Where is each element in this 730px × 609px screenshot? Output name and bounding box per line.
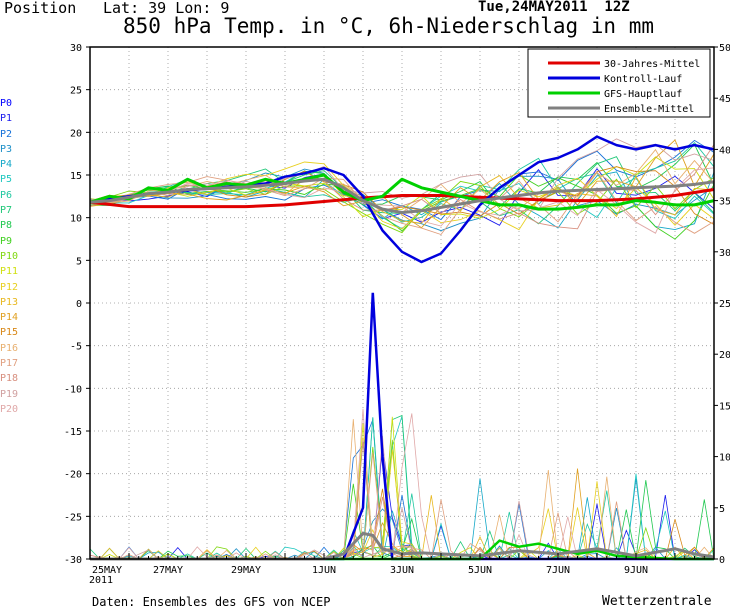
y-right-tick-label: 20 [719, 350, 730, 361]
member-label: P12 [0, 281, 19, 293]
y-axis-left: 30 25 20 15 10 5 0 -5 -10 -15 -20 -25 -30 [64, 43, 90, 566]
y-left-tick-label: 5 [76, 256, 82, 267]
y-left-tick-label: 20 [70, 128, 82, 139]
main-series [89, 135, 715, 561]
y-left-tick-label: 30 [70, 43, 82, 54]
x-tick-label: 25MAY [92, 565, 122, 576]
y-right-tick-label: 10 [719, 453, 730, 464]
y-left-tick-label: 0 [76, 299, 82, 310]
y-right-tick-label: 30 [719, 248, 730, 259]
member-label: P3 [0, 143, 13, 155]
legend: 30-Jahres-Mittel Kontroll-Lauf GFS-Hauptla… [527, 48, 711, 118]
legend-label: 30-Jahres-Mittel [604, 59, 700, 70]
member-label: P11 [0, 266, 19, 278]
y-left-tick-label: -5 [70, 342, 82, 353]
y-left-tick-label: -15 [64, 427, 82, 438]
ensemble-members [89, 138, 715, 560]
brand-label: Wetterzentrale [602, 594, 712, 609]
y-left-tick-label: 10 [70, 214, 82, 225]
y-right-tick-label: 45 [719, 94, 730, 105]
y-right-tick-label: 5 [719, 504, 725, 515]
y-right-tick-label: 50 [719, 43, 730, 54]
member-label: P16 [0, 342, 19, 354]
member-label: P18 [0, 373, 19, 385]
x-axis: 25MAY 27MAY 29MAY 1JUN 3JUN 5JUN 7JUN 9JUN 2011 [89, 553, 715, 586]
y-left-tick-label: -10 [64, 384, 82, 395]
member-label: P8 [0, 220, 13, 232]
y-left-tick-label: -20 [64, 470, 82, 481]
x-tick-label: 5JUN [468, 565, 492, 576]
member-label: P15 [0, 327, 19, 339]
member-label: P6 [0, 189, 13, 201]
member-label: P5 [0, 174, 13, 186]
y-right-tick-label: 0 [719, 555, 725, 566]
member-label: P13 [0, 296, 19, 308]
legend-label: GFS-Hauptlauf [604, 89, 682, 100]
y-left-tick-label: 15 [70, 171, 82, 182]
temp-line-ensemble-mittel [89, 177, 715, 214]
x-tick-label: 3JUN [390, 565, 414, 576]
member-label: P4 [0, 159, 13, 171]
x-tick-label: 29MAY [231, 565, 261, 576]
x-tick-label: 9JUN [624, 565, 648, 576]
legend-label: Kontroll-Lauf [604, 74, 682, 85]
ensemble-member-line [89, 174, 715, 240]
member-label: P2 [0, 128, 13, 140]
chart-title: 850 hPa Temp. in °C, 6h-Niederschlag in … [123, 14, 655, 38]
grid-lines [90, 47, 714, 559]
x-tick-label: 1JUN [312, 565, 336, 576]
y-left-tick-label: -30 [64, 555, 82, 566]
run-timestamp: Tue,24MAY2011 12Z [478, 0, 630, 15]
member-label: P1 [0, 113, 13, 125]
x-tick-label: 27MAY [153, 565, 183, 576]
member-label: P7 [0, 205, 13, 217]
y-right-tick-label: 15 [719, 401, 730, 412]
legend-box [527, 48, 711, 118]
member-label: P0 [0, 98, 13, 109]
ensemble-member-line [89, 174, 715, 224]
position-label: Position [4, 0, 77, 17]
temp-line-30-jahres-mittel [89, 188, 715, 209]
x-tick-label: 7JUN [546, 565, 570, 576]
member-label: P9 [0, 235, 13, 247]
member-label: P20 [0, 403, 19, 415]
data-source: Daten: Ensembles des GFS von NCEP [92, 595, 331, 609]
ensemble-member-line [89, 171, 715, 231]
member-label: P14 [0, 312, 19, 324]
member-legend: P0 P1 P2 P3 P4 P5 P6 P7 P8 P9 P10 P11 P12 P13 P14 P15 P1… [0, 96, 18, 417]
legend-label: Ensemble-Mittel [604, 104, 694, 115]
x-year-label: 2011 [89, 575, 113, 586]
y-left-tick-label: -25 [64, 512, 82, 523]
lat-lon: Lat: 39 Lon: 9 [103, 0, 230, 17]
y-left-tick-label: 25 [70, 86, 82, 97]
y-right-tick-label: 35 [719, 197, 730, 208]
y-right-tick-label: 40 [719, 145, 730, 156]
member-label: P19 [0, 388, 19, 400]
ensemble-member-line [89, 171, 715, 236]
y-right-tick-label: 25 [719, 299, 730, 310]
temp-line-gfs-hauptlauf [89, 173, 715, 211]
ensemble-member-line [89, 156, 715, 219]
member-label: P17 [0, 358, 19, 370]
member-label: P10 [0, 250, 19, 262]
